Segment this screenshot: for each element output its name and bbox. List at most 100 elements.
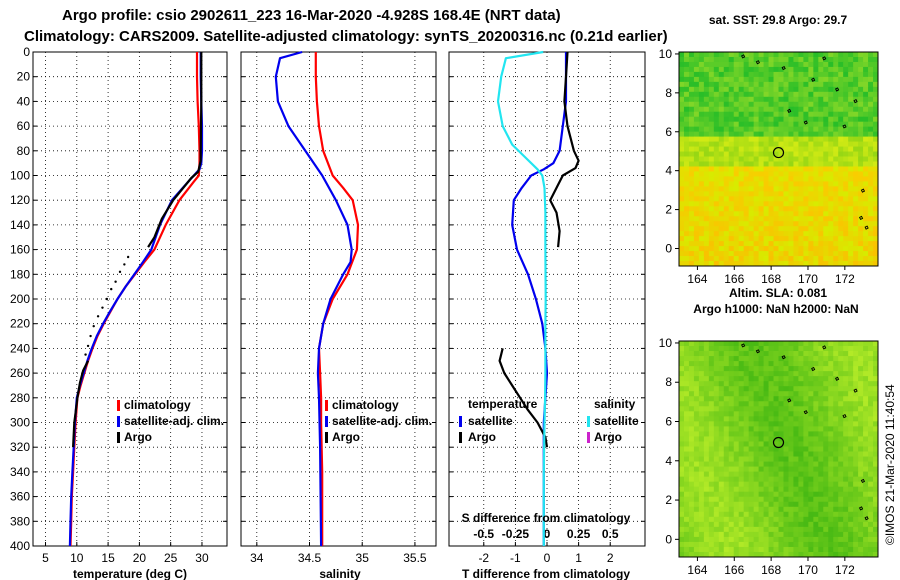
map-cell <box>693 521 700 528</box>
map-cell <box>788 536 794 543</box>
map-cell <box>733 71 740 78</box>
map-cell <box>723 251 730 257</box>
map-cell <box>683 106 690 113</box>
map-cell <box>838 381 844 387</box>
map-cell <box>753 156 760 162</box>
map-cell <box>813 426 819 432</box>
map-cell <box>773 151 779 157</box>
map-cell <box>838 76 844 83</box>
map-cell <box>718 491 725 498</box>
map-cell <box>718 151 725 157</box>
map-cell <box>813 211 819 217</box>
map-cell <box>733 236 740 242</box>
map-cell <box>773 431 779 437</box>
map-cell <box>833 371 839 377</box>
map-cell <box>738 206 745 212</box>
map-cell <box>718 241 725 247</box>
map-cell <box>838 151 844 157</box>
map-cell <box>783 346 789 352</box>
map-cell <box>783 391 789 397</box>
map-cell <box>708 211 715 217</box>
map-cell <box>783 521 789 528</box>
map-cell <box>833 341 839 347</box>
map-cell <box>838 341 844 347</box>
map-cell <box>723 136 730 142</box>
map-cell <box>748 451 755 457</box>
map-cell <box>718 216 725 222</box>
map-cell <box>768 186 774 192</box>
map-cell <box>738 226 745 232</box>
map-cell <box>788 356 794 362</box>
map-cell <box>763 516 769 523</box>
map-cell <box>679 236 685 242</box>
map-cell <box>773 371 779 377</box>
map-cell <box>783 196 789 202</box>
map-cell <box>788 151 794 157</box>
map-cell <box>788 511 794 518</box>
map-cell <box>843 71 849 78</box>
map-cell <box>758 146 764 152</box>
map-cell <box>853 471 859 478</box>
map-cell <box>733 551 740 558</box>
map-cell <box>683 111 690 118</box>
map-cell <box>783 101 789 108</box>
map-cell <box>693 466 700 472</box>
map-cell <box>763 241 769 247</box>
map-cell <box>803 101 809 108</box>
map-cell <box>728 366 735 372</box>
map-cell <box>818 126 824 133</box>
map-cell <box>753 146 760 152</box>
map-cell <box>743 136 750 142</box>
map-cell <box>763 466 769 472</box>
map-cell <box>853 151 859 157</box>
map-cell <box>713 391 720 397</box>
map-cell <box>828 401 834 407</box>
map-cell <box>828 101 834 108</box>
map-cell <box>778 131 784 138</box>
map-cell <box>733 341 740 347</box>
map-cell <box>873 436 879 442</box>
map-cell <box>828 181 834 187</box>
map-cell <box>833 166 839 172</box>
map-cell <box>828 496 834 503</box>
map-cell <box>738 346 745 352</box>
map-cell <box>748 111 755 118</box>
map-cell <box>778 546 784 553</box>
map-cell <box>818 166 824 172</box>
map-cell <box>763 341 769 347</box>
map-cell <box>723 356 730 362</box>
map-cell <box>788 52 794 58</box>
map-cell <box>748 196 755 202</box>
map-cell <box>823 431 829 437</box>
map-cell <box>838 516 844 523</box>
map-cell <box>838 116 844 123</box>
map-cell <box>713 441 720 447</box>
map-cell <box>683 541 690 548</box>
map-cell <box>798 56 804 63</box>
map-cell <box>783 471 789 478</box>
map-cell <box>833 216 839 222</box>
map-cell <box>688 476 695 483</box>
map-cell <box>723 496 730 503</box>
map-cell <box>718 171 725 177</box>
map-cell <box>748 186 755 192</box>
map-cell <box>783 351 789 357</box>
map-cell <box>723 546 730 553</box>
map-cell <box>798 171 804 177</box>
map-cell <box>683 396 690 402</box>
map-cell <box>868 391 874 397</box>
map-cell <box>788 91 794 98</box>
map-cell <box>803 481 809 488</box>
map-cell <box>838 441 844 447</box>
map-cell <box>793 101 799 108</box>
map-cell <box>868 76 874 83</box>
map-cell <box>858 371 864 377</box>
map-cell <box>728 91 735 98</box>
map-cell <box>683 456 690 462</box>
map-cell <box>743 411 750 417</box>
map-cell <box>713 76 720 83</box>
map-cell <box>848 351 854 357</box>
map-cell <box>868 101 874 108</box>
map-cell <box>748 66 755 73</box>
